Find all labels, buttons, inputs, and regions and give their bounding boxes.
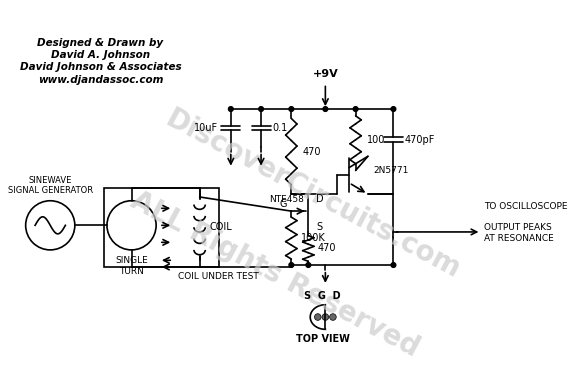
Circle shape [353, 107, 358, 111]
Text: S: S [316, 222, 322, 232]
Bar [104, 187, 218, 267]
Text: David Johnson & Associates: David Johnson & Associates [20, 62, 181, 73]
Circle shape [323, 107, 328, 111]
Text: COIL UNDER TEST: COIL UNDER TEST [178, 272, 259, 281]
Text: ALL Rights Reserved: ALL Rights Reserved [126, 187, 424, 363]
Text: TOP VIEW: TOP VIEW [295, 334, 350, 344]
Text: D: D [316, 194, 324, 204]
Text: 0.1: 0.1 [272, 123, 288, 133]
Text: NTE458: NTE458 [269, 195, 303, 204]
Text: 100: 100 [367, 135, 386, 145]
Text: SINEWAVE
SIGNAL GENERATOR: SINEWAVE SIGNAL GENERATOR [8, 176, 93, 195]
Text: TO OSCILLOSCOPE

OUTPUT PEAKS
AT RESONANCE: TO OSCILLOSCOPE OUTPUT PEAKS AT RESONANC… [484, 202, 568, 243]
Text: 470: 470 [303, 147, 321, 156]
Text: 10uF: 10uF [194, 123, 218, 133]
Circle shape [289, 263, 294, 267]
Text: SINGLE
TURN: SINGLE TURN [115, 256, 148, 276]
Text: +9V: +9V [313, 69, 338, 79]
Text: Designed & Drawn by: Designed & Drawn by [38, 38, 164, 48]
Text: 470: 470 [318, 243, 336, 254]
Circle shape [329, 314, 336, 320]
Circle shape [391, 107, 396, 111]
Text: David A. Johnson: David A. Johnson [51, 50, 150, 60]
Circle shape [289, 107, 294, 111]
Circle shape [306, 263, 311, 267]
Circle shape [391, 263, 396, 267]
Text: S  G  D: S G D [304, 291, 341, 301]
Text: DiscoverCircuits.com: DiscoverCircuits.com [161, 104, 465, 284]
Text: www.djandassoc.com: www.djandassoc.com [38, 75, 163, 85]
Circle shape [259, 107, 264, 111]
Text: 2N5771: 2N5771 [373, 166, 409, 175]
Text: COIL: COIL [209, 222, 232, 232]
Circle shape [314, 314, 321, 320]
Circle shape [322, 314, 329, 320]
Circle shape [228, 107, 233, 111]
Text: G: G [279, 199, 287, 209]
Text: 100K: 100K [301, 233, 325, 243]
Text: 470pF: 470pF [405, 135, 435, 145]
